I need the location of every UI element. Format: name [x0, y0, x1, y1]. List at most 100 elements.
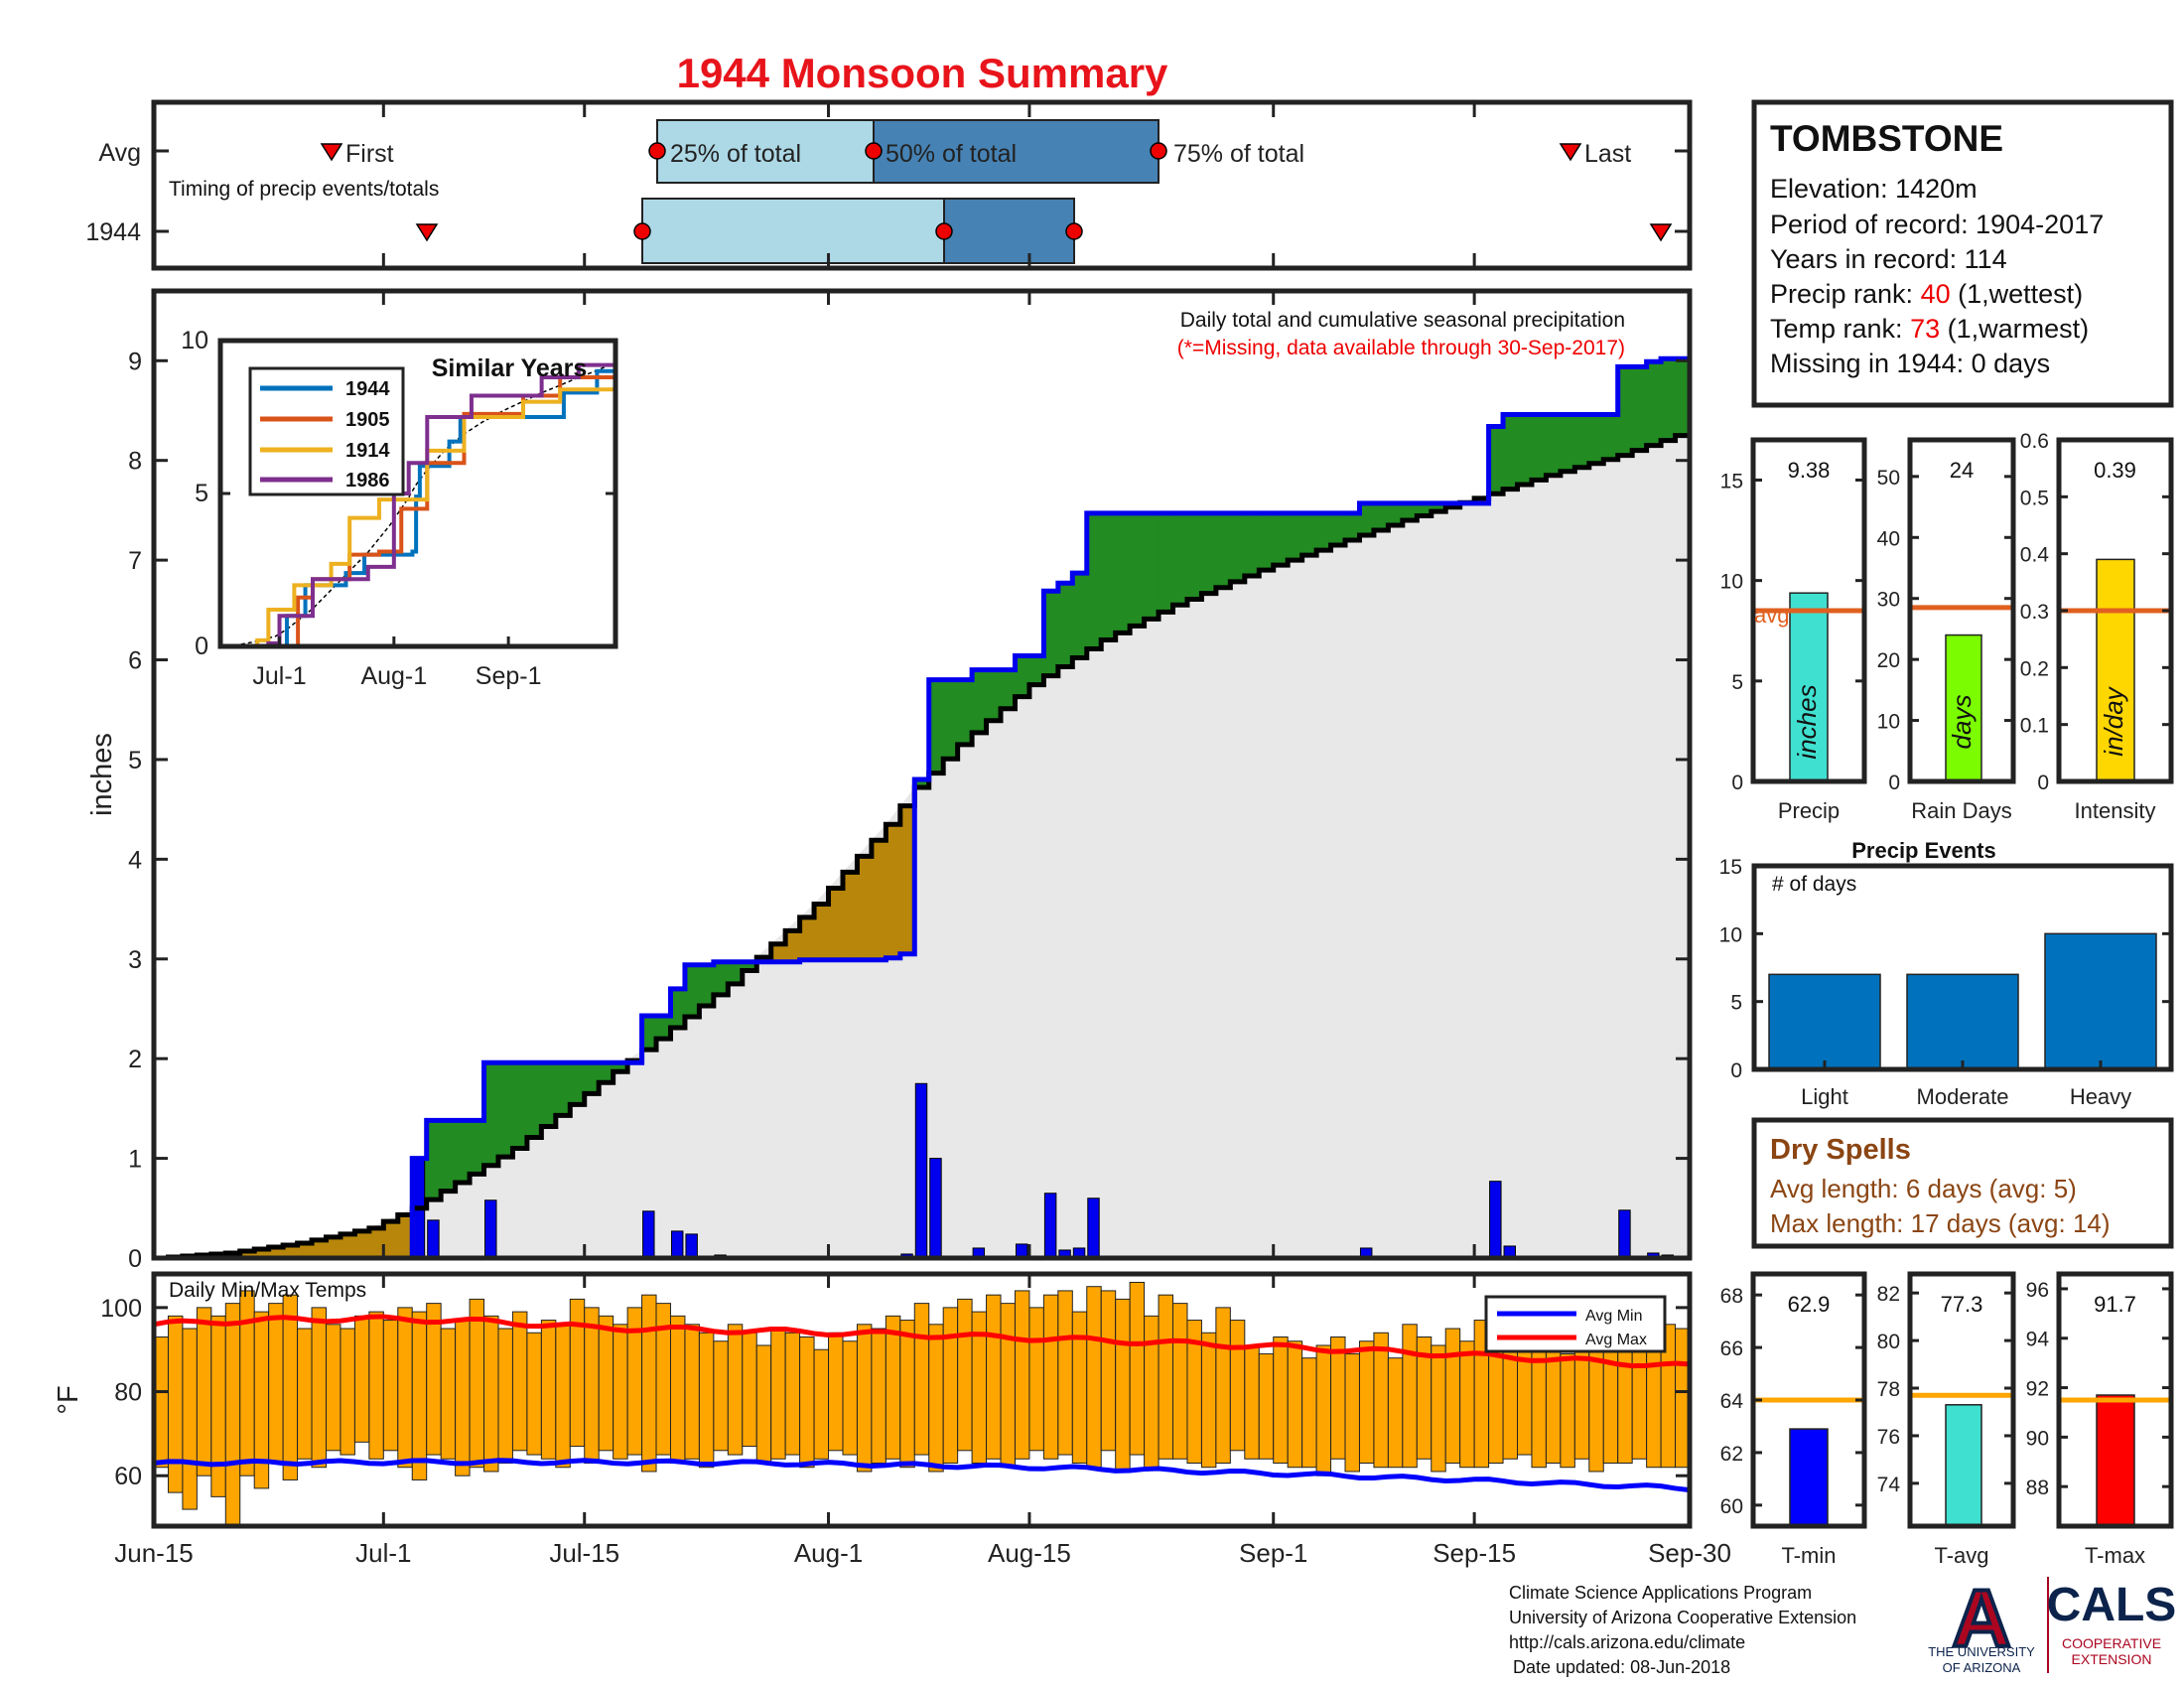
main-ytick-label: 4 — [128, 846, 142, 874]
daily-temp-bar — [1129, 1281, 1146, 1456]
tavg-bar — [1945, 1404, 1982, 1527]
inset-series-1914 — [220, 386, 617, 648]
timing-row-avg: Avg — [98, 139, 141, 167]
daily-temp-bar — [799, 1336, 815, 1469]
deficit-fill — [326, 1236, 341, 1258]
dry-spells-max: Max length: 17 days (avg: 14) — [1770, 1208, 2111, 1238]
surplus-fill — [1560, 414, 1575, 472]
x-tick-label: Sep-1 — [1239, 1538, 1307, 1568]
raindays-bar — [1945, 633, 1982, 782]
inset-ytick-label: 5 — [195, 480, 208, 507]
surplus-fill — [1546, 414, 1562, 476]
surplus-fill — [1101, 512, 1117, 640]
inset-legend: 1944 1905 1914 1986 — [248, 366, 405, 496]
inset-series-1986 — [220, 361, 617, 648]
daily-temp-bar — [784, 1332, 801, 1456]
daily-temp-bar — [598, 1315, 614, 1452]
daily-precip-bar — [929, 1158, 942, 1259]
intensity-ytick-label: 0.6 — [2020, 430, 2049, 453]
daily-temp-bar — [899, 1320, 915, 1469]
deficit-fill — [1474, 497, 1490, 503]
raindays-value-label: 24 — [1950, 458, 1974, 483]
daily-temp-bar — [483, 1315, 499, 1473]
tavg-ytick-label: 82 — [1877, 1283, 1900, 1306]
surplus-fill — [1159, 512, 1174, 613]
1944-last-marker — [1649, 223, 1673, 242]
surplus-fill — [986, 669, 1002, 721]
daily-temp-bar — [1502, 1348, 1519, 1460]
x-tick-label: Jul-15 — [549, 1538, 619, 1568]
daily-temp-bar — [1315, 1344, 1332, 1477]
daily-temp-bar — [641, 1294, 657, 1473]
surplus-fill — [699, 964, 715, 1006]
event-xlabel: Moderate — [1917, 1084, 2009, 1109]
daily-temp-bar — [368, 1311, 384, 1460]
raindays-frame — [1907, 437, 2016, 784]
daily-temp-bar — [613, 1324, 628, 1460]
daily-precip-bar — [484, 1199, 497, 1259]
1944-75-dot — [1065, 222, 1083, 240]
deficit-fill — [799, 916, 815, 960]
daily-temp-bar — [469, 1298, 485, 1469]
legend-1914: 1914 — [345, 440, 390, 462]
daily-precip-bar — [670, 1230, 684, 1259]
tmax-ytick-label: 92 — [2026, 1378, 2049, 1401]
timing-caption: Timing of precip events/totals — [169, 178, 439, 201]
surplus-fill — [1215, 512, 1231, 588]
daily-temp-bar — [540, 1320, 557, 1460]
station-years: Years in record: 114 — [1770, 244, 2007, 274]
tmin-bar — [1789, 1428, 1829, 1527]
deficit-fill — [886, 824, 901, 958]
daily-precip-bar — [642, 1210, 655, 1259]
first-label: First — [345, 140, 394, 168]
1944-50-dot — [935, 222, 953, 240]
daily-temp-bar — [340, 1328, 355, 1456]
daily-temp-bar — [928, 1324, 944, 1473]
precip-inside-label: inches — [1792, 684, 1822, 759]
main-ytick-label: 0 — [128, 1245, 142, 1273]
tmax-bar — [2096, 1394, 2135, 1527]
daily-temp-bar — [986, 1294, 1002, 1460]
daily-precip-bar — [427, 1219, 440, 1259]
daily-temp-bar — [698, 1332, 715, 1469]
daily-temp-bar — [1373, 1332, 1389, 1469]
main-ytick-label: 8 — [128, 448, 142, 476]
surplus-fill — [584, 1062, 600, 1094]
event-xlabel: Light — [1801, 1084, 1848, 1109]
daily-temp-bar — [813, 1348, 830, 1460]
surplus-fill — [742, 961, 757, 971]
inset-xtick-label: Jul-1 — [252, 662, 306, 690]
main-ytick-label: 6 — [128, 647, 142, 675]
daily-temp-bar — [1330, 1336, 1346, 1460]
daily-temp-bar — [440, 1328, 457, 1460]
surplus-fill — [1259, 512, 1275, 571]
daily-temp-bar — [1344, 1352, 1360, 1473]
surplus-fill — [1359, 502, 1375, 536]
avg-50-dot — [865, 142, 883, 160]
surplus-fill — [1130, 512, 1146, 627]
daily-precip-bar — [914, 1082, 928, 1259]
station-temp-rank: Temp rank: 73 (1,warmest) — [1770, 314, 2089, 344]
surplus-fill — [526, 1062, 542, 1138]
daily-temp-bar — [1358, 1340, 1375, 1464]
intensity-ytick-label: 0.4 — [2020, 544, 2050, 567]
event-bar-heavy — [2044, 932, 2157, 1070]
raindays-ytick-label: 30 — [1877, 589, 1900, 612]
tmax-ytick-label: 88 — [2026, 1477, 2049, 1499]
intensity-xlabel: Intensity — [2075, 798, 2156, 823]
avg-box-50-75 — [873, 119, 1160, 184]
intensity-ytick-label: 0.2 — [2020, 657, 2049, 680]
daily-temp-bar — [397, 1307, 413, 1469]
main-ytick-label: 5 — [128, 747, 142, 774]
daily-temp-bar — [1287, 1340, 1303, 1469]
daily-temp-bar — [182, 1328, 198, 1510]
station-elevation: Elevation: 1420m — [1770, 174, 1978, 204]
daily-temp-bar — [268, 1303, 284, 1464]
temp-caption: Daily Min/Max Temps — [169, 1279, 366, 1302]
dry-spells-box: Dry Spells Avg length: 6 days (avg: 5) M… — [1751, 1117, 2174, 1249]
ua-logo: A THE UNIVERSITY OF ARIZONA — [1928, 1572, 2035, 1675]
daily-temp-bar — [770, 1328, 786, 1460]
surplus-fill — [1345, 512, 1361, 541]
raindays-ytick-label: 40 — [1877, 527, 1900, 550]
surplus-fill — [1028, 655, 1044, 685]
